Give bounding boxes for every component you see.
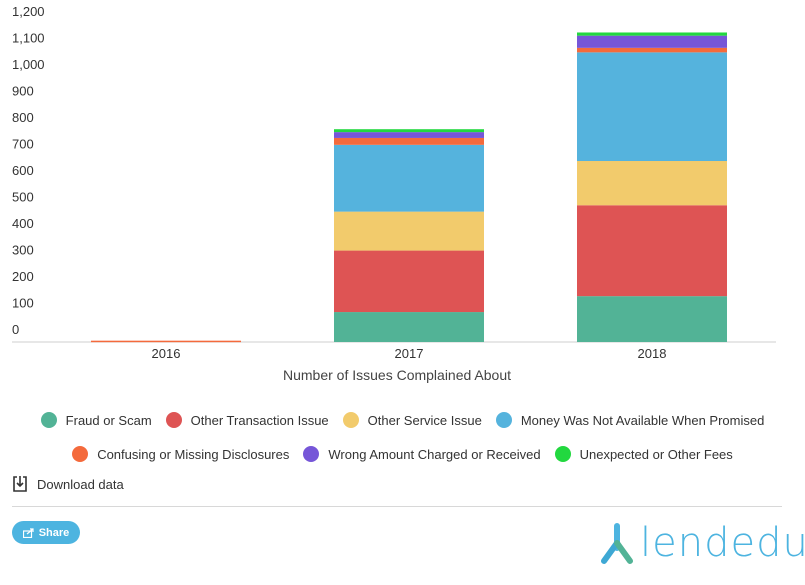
y-tick-label: 300	[12, 243, 34, 258]
legend-swatch	[342, 412, 359, 428]
y-tick-label: 700	[12, 137, 34, 152]
legend-item[interactable]: Other Transaction Issue	[165, 412, 329, 428]
legend-swatch	[554, 446, 571, 462]
legend-item[interactable]: Confusing or Missing Disclosures	[72, 446, 289, 462]
y-tick-label: 200	[12, 269, 34, 284]
y-tick-label: 500	[12, 190, 34, 205]
legend-swatch	[165, 412, 182, 428]
logo-mark-icon	[601, 523, 633, 564]
x-axis-ticks: 2016 2017 2018	[152, 346, 667, 361]
bar-segment[interactable]	[577, 205, 727, 297]
legend-swatch	[495, 412, 512, 428]
y-tick-label: 1,200	[12, 4, 45, 19]
x-axis-title: Number of Issues Complained About	[283, 367, 511, 383]
legend-item[interactable]: Wrong Amount Charged or Received	[303, 446, 541, 462]
legend-label: Fraud or Scam	[65, 412, 152, 428]
bar-segment[interactable]	[334, 250, 484, 313]
y-tick-label: 400	[12, 216, 34, 231]
legend-label: Money Was Not Available When Promised	[520, 412, 765, 428]
legend-item[interactable]: Money Was Not Available When Promised	[495, 412, 765, 428]
y-tick-label: 900	[12, 84, 34, 99]
divider	[12, 506, 782, 507]
legend-label: Other Transaction Issue	[190, 412, 329, 428]
share-button[interactable]: Share	[12, 521, 80, 544]
share-label: Share	[38, 526, 70, 539]
logo-text: lendedu	[640, 520, 805, 566]
x-tick-label: 2016	[152, 346, 181, 361]
bar-segment[interactable]	[577, 47, 727, 53]
y-tick-label: 100	[12, 296, 34, 311]
legend-item[interactable]: Fraud or Scam	[40, 412, 152, 428]
download-icon	[13, 476, 27, 492]
download-data-link[interactable]: Download data	[12, 475, 124, 493]
y-tick-label: 800	[12, 110, 34, 125]
legend-swatch	[40, 412, 57, 428]
legend-item[interactable]: Other Service Issue	[342, 412, 482, 428]
y-axis-ticks: 0 100 200 300 400 500 600 700 800 900 1,000 1,100 1,…	[12, 4, 45, 337]
share-icon	[22, 527, 34, 538]
lendedu-logo: lendedu	[598, 520, 805, 566]
legend-swatch	[72, 446, 89, 462]
legend-label: Other Service Issue	[367, 412, 482, 428]
y-tick-label: 0	[12, 322, 19, 337]
legend-row-2: Confusing or Missing Disclosures Wrong Am…	[0, 446, 805, 462]
stacked-bar-chart: 0 100 200 300 400 500 600 700 800 900 1,000 1,100 1,…	[12, 4, 776, 383]
legend-label: Wrong Amount Charged or Received	[328, 446, 541, 462]
bar-segment[interactable]	[577, 52, 727, 162]
bar-segment[interactable]	[334, 129, 484, 133]
bar-segment[interactable]	[334, 132, 484, 138]
download-label: Download data	[37, 476, 124, 492]
legend-item[interactable]: Unexpected or Other Fees	[554, 446, 733, 462]
bar-segment[interactable]	[334, 137, 484, 145]
bar-segment[interactable]	[334, 211, 484, 251]
bar-segment[interactable]	[334, 312, 484, 342]
bar-segment[interactable]	[577, 32, 727, 36]
legend-label: Confusing or Missing Disclosures	[97, 446, 290, 462]
y-tick-label: 1,100	[12, 31, 45, 46]
x-tick-label: 2018	[638, 346, 667, 361]
bar-segment[interactable]	[91, 340, 241, 343]
bar-segment[interactable]	[577, 35, 727, 48]
legend-swatch	[303, 446, 320, 462]
x-tick-label: 2017	[395, 346, 424, 361]
bar-segment[interactable]	[577, 161, 727, 206]
y-tick-label: 1,000	[12, 57, 45, 72]
legend-row-1: Fraud or Scam Other Transaction Issue Othe…	[0, 412, 805, 428]
bar-segment[interactable]	[577, 296, 727, 342]
y-tick-label: 600	[12, 163, 34, 178]
legend-label: Unexpected or Other Fees	[579, 446, 733, 462]
bars	[91, 32, 727, 343]
bar-segment[interactable]	[334, 144, 484, 212]
